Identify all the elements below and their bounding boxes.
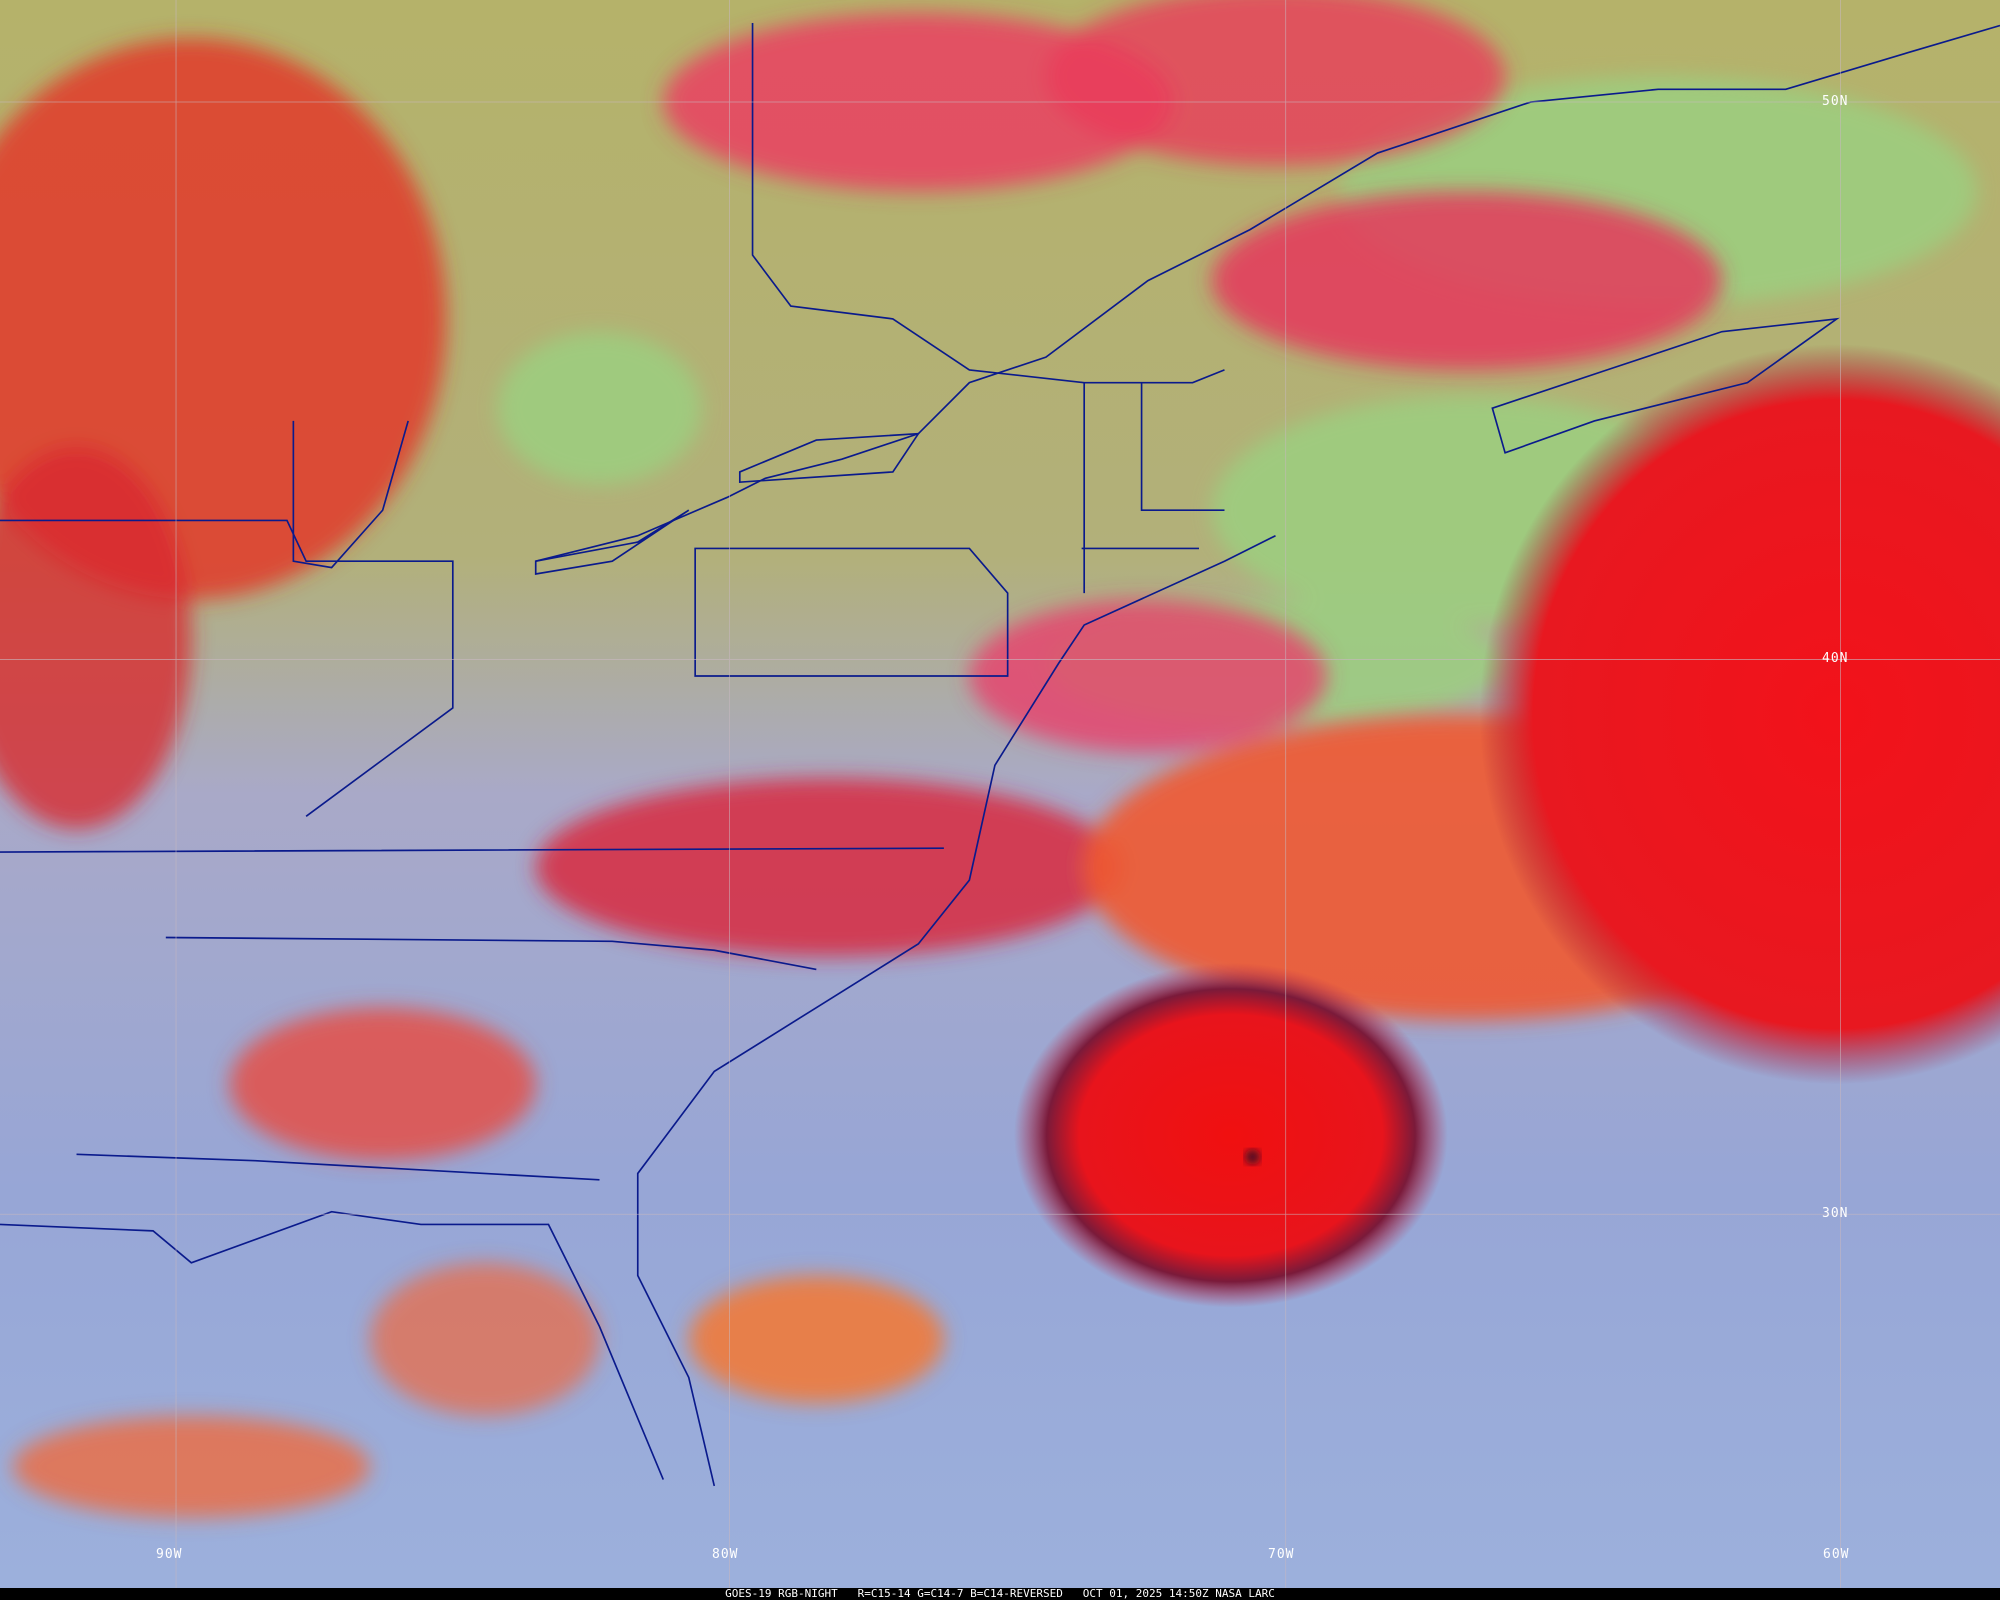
- hurricane: [1014, 963, 1448, 1308]
- caption-datetime: OCT 01, 2025 14:50Z: [1082, 1587, 1209, 1600]
- caption-satellite: GOES-19 RGB-NIGHT: [725, 1587, 838, 1600]
- image-caption-bar: GOES-19 RGB-NIGHT R=C15-14 G=C14-7 B=C14…: [0, 1588, 2000, 1600]
- caption-source: NASA LARC: [1215, 1587, 1275, 1600]
- caption-channels: R=C15-14 G=C14-7 B=C14-REVERSED: [857, 1587, 1063, 1600]
- lon-label-70w: 70W: [1268, 1547, 1295, 1562]
- lon-label-60w: 60W: [1823, 1547, 1850, 1562]
- lon-label-90w: 90W: [156, 1547, 183, 1562]
- lat-label-50n: 50N: [1822, 94, 1849, 109]
- lon-label-80w: 80W: [712, 1547, 739, 1562]
- coastlines-borders: [0, 22, 2000, 1487]
- hurricane-eye: [1244, 1149, 1261, 1165]
- lat-label-30n: 30N: [1822, 1206, 1849, 1221]
- lat-label-40n: 40N: [1822, 651, 1849, 666]
- large-frontal-cloud: [1479, 344, 2000, 1085]
